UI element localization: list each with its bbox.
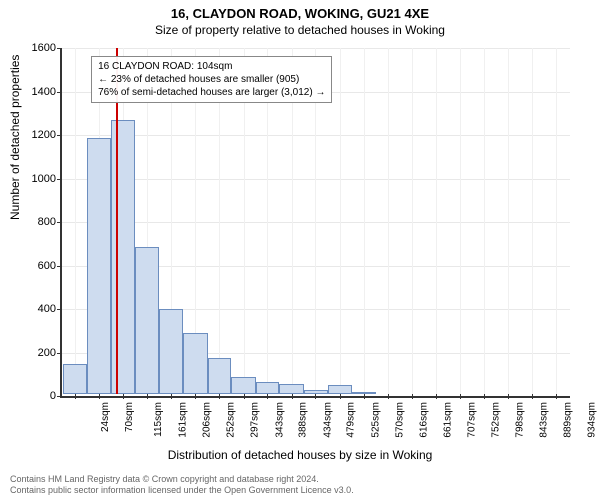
- ytick-mark: [57, 92, 62, 93]
- xtick-label: 343sqm: [274, 402, 285, 438]
- xtick-label: 161sqm: [178, 402, 189, 438]
- xtick-label: 525sqm: [370, 402, 381, 438]
- histogram-bar: [304, 390, 328, 394]
- xtick-mark: [244, 394, 245, 399]
- histogram-bar: [279, 384, 303, 394]
- ytick-mark: [57, 48, 62, 49]
- xtick-mark: [436, 394, 437, 399]
- ytick-mark: [57, 309, 62, 310]
- xtick-mark: [364, 394, 365, 399]
- xtick-mark: [147, 394, 148, 399]
- histogram-bar: [328, 385, 352, 394]
- page-title: 16, CLAYDON ROAD, WOKING, GU21 4XE: [0, 0, 600, 21]
- histogram-bar: [87, 138, 111, 394]
- ytick-label: 200: [16, 347, 56, 359]
- xtick-mark: [315, 394, 316, 399]
- ytick-label: 1400: [16, 86, 56, 98]
- ytick-mark: [57, 266, 62, 267]
- xtick-mark: [123, 394, 124, 399]
- xtick-label: 934sqm: [587, 402, 598, 438]
- xtick-label: 388sqm: [298, 402, 309, 438]
- ytick-label: 0: [16, 390, 56, 402]
- xtick-label: 70sqm: [124, 402, 135, 432]
- xtick-label: 752sqm: [491, 402, 502, 438]
- xtick-label: 616sqm: [419, 402, 430, 438]
- xtick-label: 206sqm: [202, 402, 213, 438]
- gridline-v: [340, 48, 341, 394]
- histogram-bar: [231, 377, 255, 394]
- gridline-v: [460, 48, 461, 394]
- page-subtitle: Size of property relative to detached ho…: [0, 21, 600, 37]
- histogram-bar: [352, 392, 376, 394]
- xtick-mark: [556, 394, 557, 399]
- xtick-label: 661sqm: [442, 402, 453, 438]
- ytick-mark: [57, 135, 62, 136]
- histogram-bar: [63, 364, 87, 394]
- ytick-label: 1200: [16, 129, 56, 141]
- ytick-label: 1600: [16, 42, 56, 54]
- histogram-bar: [256, 382, 280, 394]
- gridline-v: [556, 48, 557, 394]
- ytick-label: 400: [16, 303, 56, 315]
- xtick-label: 570sqm: [394, 402, 405, 438]
- ytick-label: 1000: [16, 173, 56, 185]
- annotation-line-3: 76% of semi-detached houses are larger (…: [98, 86, 325, 99]
- xtick-mark: [340, 394, 341, 399]
- ytick-label: 600: [16, 260, 56, 272]
- gridline-v: [75, 48, 76, 394]
- xtick-label: 115sqm: [153, 402, 164, 437]
- xtick-label: 707sqm: [467, 402, 478, 438]
- histogram-bar: [183, 333, 207, 394]
- annotation-line-2: ← 23% of detached houses are smaller (90…: [98, 73, 325, 86]
- xtick-mark: [532, 394, 533, 399]
- annotation-box: 16 CLAYDON ROAD: 104sqm← 23% of detached…: [91, 56, 332, 103]
- xtick-label: 479sqm: [346, 402, 357, 438]
- xtick-label: 252sqm: [226, 402, 237, 438]
- gridline-v: [532, 48, 533, 394]
- xtick-mark: [267, 394, 268, 399]
- histogram-plot: 16 CLAYDON ROAD: 104sqm← 23% of detached…: [60, 48, 570, 398]
- xtick-mark: [508, 394, 509, 399]
- gridline-v: [364, 48, 365, 394]
- xtick-mark: [75, 394, 76, 399]
- xtick-label: 798sqm: [515, 402, 526, 438]
- xtick-mark: [292, 394, 293, 399]
- xtick-mark: [484, 394, 485, 399]
- footer-line-2: Contains public sector information licen…: [10, 485, 354, 496]
- gridline-v: [436, 48, 437, 394]
- footer-line-1: Contains HM Land Registry data © Crown c…: [10, 474, 354, 485]
- xtick-mark: [195, 394, 196, 399]
- xtick-mark: [412, 394, 413, 399]
- ytick-mark: [57, 179, 62, 180]
- xtick-mark: [219, 394, 220, 399]
- xtick-mark: [99, 394, 100, 399]
- xtick-label: 434sqm: [322, 402, 333, 438]
- footer-attribution: Contains HM Land Registry data © Crown c…: [10, 474, 354, 496]
- gridline-v: [412, 48, 413, 394]
- ytick-mark: [57, 396, 62, 397]
- xtick-mark: [171, 394, 172, 399]
- histogram-bar: [135, 247, 159, 394]
- xtick-label: 297sqm: [250, 402, 261, 438]
- xtick-label: 843sqm: [539, 402, 550, 438]
- gridline-v: [508, 48, 509, 394]
- histogram-bar: [208, 358, 232, 394]
- xtick-label: 24sqm: [100, 402, 111, 432]
- xtick-label: 889sqm: [563, 402, 574, 438]
- ytick-mark: [57, 222, 62, 223]
- x-axis-label: Distribution of detached houses by size …: [0, 448, 600, 462]
- ytick-label: 800: [16, 216, 56, 228]
- histogram-bar: [111, 120, 135, 394]
- xtick-mark: [460, 394, 461, 399]
- xtick-mark: [388, 394, 389, 399]
- gridline-v: [484, 48, 485, 394]
- annotation-line-1: 16 CLAYDON ROAD: 104sqm: [98, 60, 325, 73]
- histogram-bar: [159, 309, 183, 394]
- chart-area: 16 CLAYDON ROAD: 104sqm← 23% of detached…: [60, 48, 570, 398]
- gridline-v: [388, 48, 389, 394]
- ytick-mark: [57, 353, 62, 354]
